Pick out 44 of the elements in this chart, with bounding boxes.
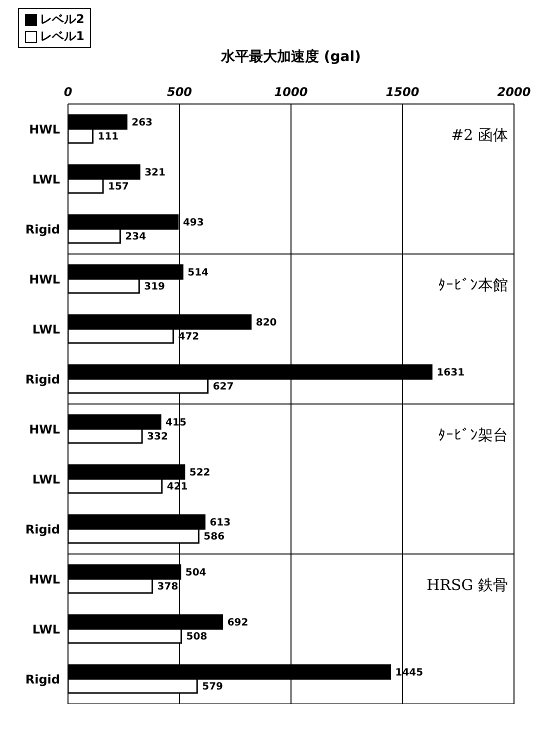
y-tick-label: LWL <box>32 472 60 486</box>
data-label: 1631 <box>436 368 465 379</box>
x-tick-label: 1000 <box>274 85 308 99</box>
data-label: 613 <box>210 518 231 529</box>
data-label: 522 <box>189 468 210 479</box>
y-tick-label: HWL <box>29 422 60 436</box>
legend-label: レベル2 <box>40 11 84 28</box>
y-tick-label: Rigid <box>25 672 60 686</box>
data-label: 332 <box>147 432 168 443</box>
data-label: 111 <box>98 132 119 143</box>
data-label: 627 <box>212 382 234 393</box>
annotation: ﾀｰﾋﾞﾝ架台 <box>438 426 508 445</box>
data-label: 514 <box>188 268 209 279</box>
data-label: 234 <box>125 232 146 243</box>
data-label: 321 <box>144 168 166 179</box>
y-tick-label: HWL <box>29 272 60 286</box>
x-tick-label: 0 <box>64 85 72 99</box>
x-tick-label: 1500 <box>386 85 420 99</box>
legend-label: レベル1 <box>40 28 84 45</box>
data-label: 263 <box>132 118 153 129</box>
data-label: 579 <box>202 682 224 693</box>
y-tick-label: Rigid <box>25 522 60 536</box>
annotation: ﾀｰﾋﾞﾝ本館 <box>438 276 508 295</box>
y-tick-label: Rigid <box>25 372 60 386</box>
y-tick-label: LWL <box>32 322 60 336</box>
data-label: 508 <box>186 632 208 643</box>
y-tick-label: LWL <box>32 622 60 636</box>
y-tick-label: Rigid <box>25 222 60 236</box>
data-label: 378 <box>157 582 178 593</box>
y-tick-label: HWL <box>29 572 60 586</box>
x-tick-label: 2000 <box>497 85 531 99</box>
data-label: 820 <box>256 318 277 329</box>
annotation: HRSG 鉄骨 <box>426 576 508 595</box>
annotation: #2 函体 <box>451 126 508 145</box>
y-tick-label: LWL <box>32 172 60 186</box>
data-label: 319 <box>144 282 166 293</box>
data-label: 504 <box>185 568 206 579</box>
y-tick-label: HWL <box>29 122 60 136</box>
x-axis-title: 水平最大加速度 (gal) <box>220 48 362 66</box>
data-label: 692 <box>227 618 248 629</box>
data-label: 493 <box>182 218 204 229</box>
data-label: 157 <box>108 182 129 193</box>
x-tick-label: 500 <box>166 85 192 99</box>
data-label: 586 <box>204 532 225 543</box>
